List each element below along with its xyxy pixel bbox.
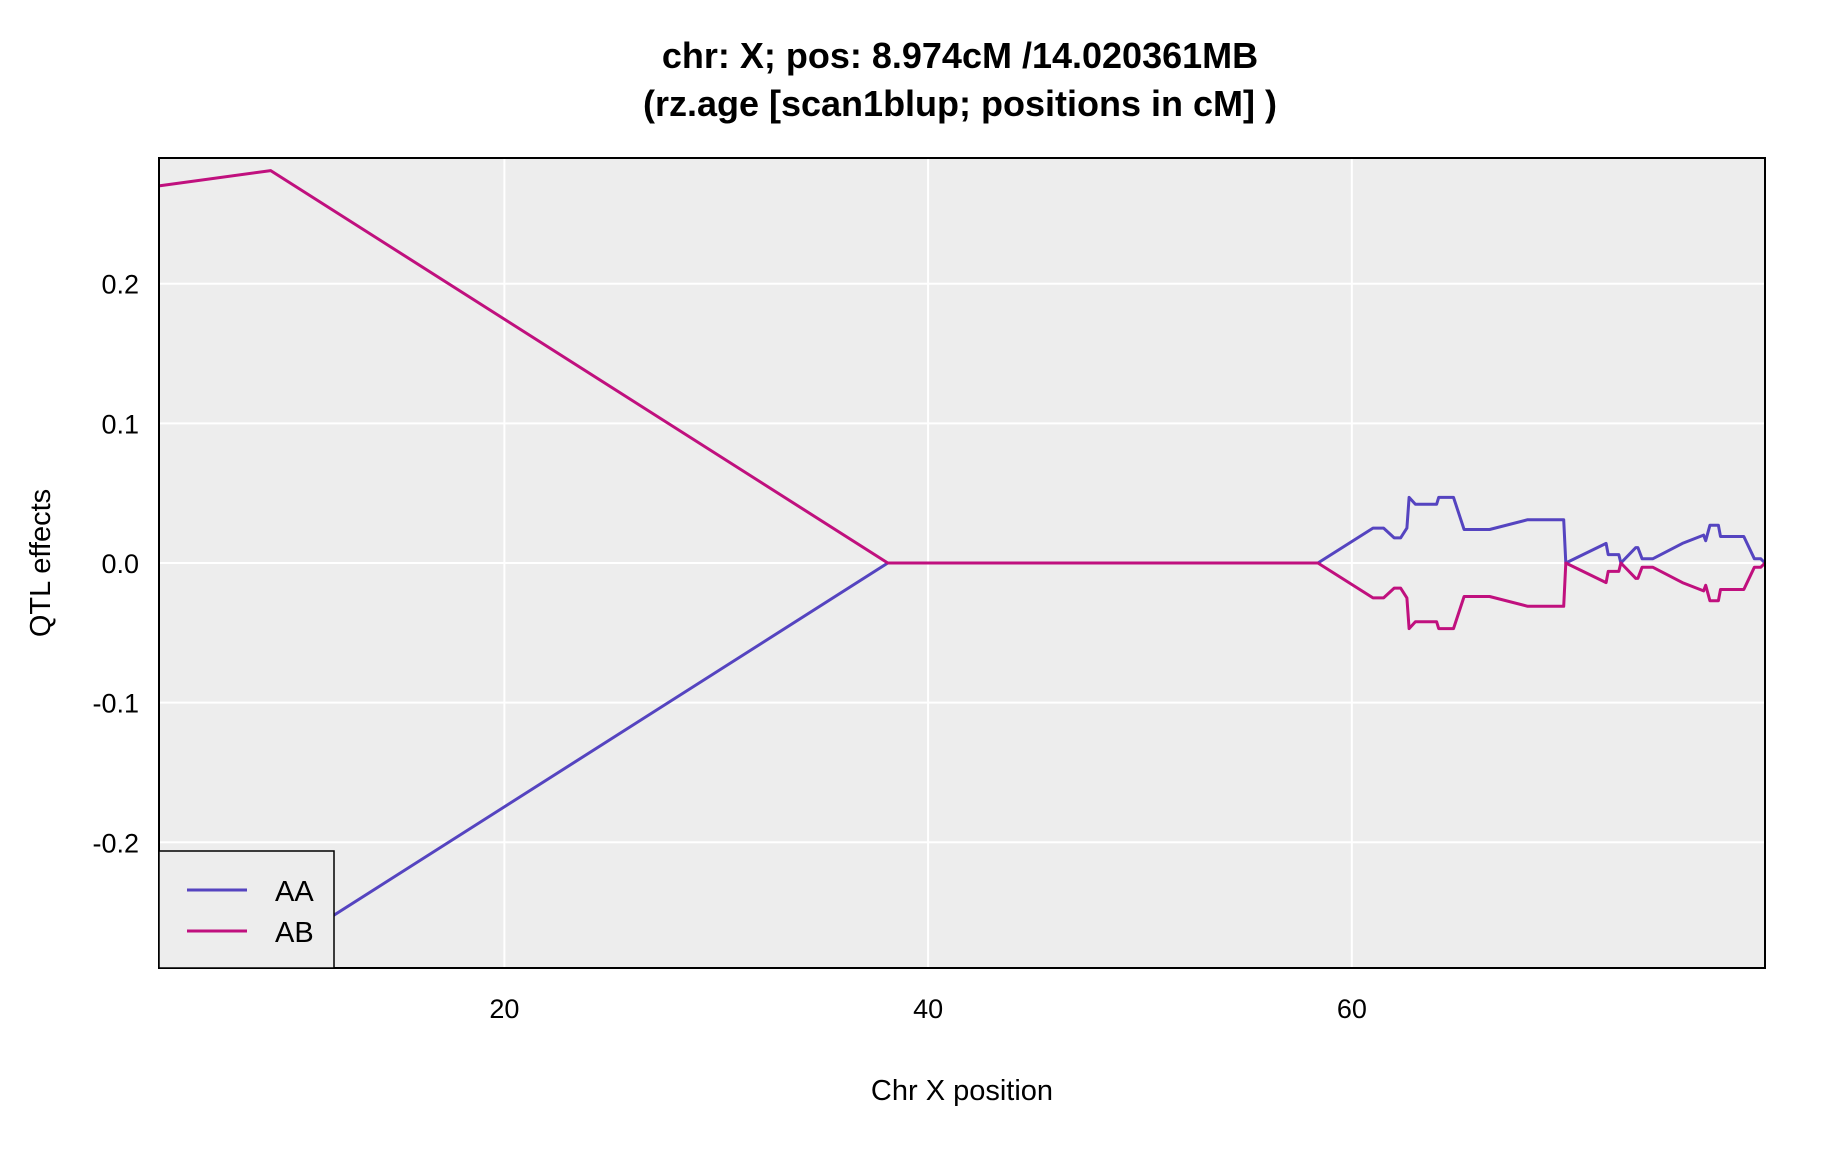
legend-box	[158, 850, 335, 969]
y-tick-label: -0.1	[92, 689, 139, 719]
x-tick-labels: 20 40 60	[489, 994, 1367, 1024]
x-tick-label: 60	[1337, 994, 1367, 1024]
x-tick-label: 20	[489, 994, 519, 1024]
y-tick-label: 0.2	[101, 270, 139, 300]
plot-frame	[158, 157, 1766, 969]
series-line-ab	[158, 169, 1767, 631]
x-tick-label: 40	[913, 994, 943, 1024]
legend-label-aa: AA	[275, 876, 314, 908]
series-line-aa	[158, 495, 1767, 957]
y-tick-label: -0.2	[92, 828, 139, 858]
legend: AA AB	[158, 850, 335, 969]
chart-title-line-2: (rz.age [scan1blup; positions in cM] )	[643, 83, 1277, 124]
y-tick-label: 0.1	[101, 409, 139, 439]
y-tick-label: 0.0	[101, 549, 139, 579]
y-axis-label: QTL effects	[25, 489, 57, 637]
y-tick-labels: -0.2 -0.1 0.0 0.1 0.2	[92, 270, 139, 859]
chart-title-line-1: chr: X; pos: 8.974cM /14.020361MB	[662, 35, 1258, 76]
legend-label-ab: AB	[275, 917, 314, 949]
x-axis-label: Chr X position	[871, 1075, 1053, 1107]
series-lines	[158, 169, 1767, 957]
